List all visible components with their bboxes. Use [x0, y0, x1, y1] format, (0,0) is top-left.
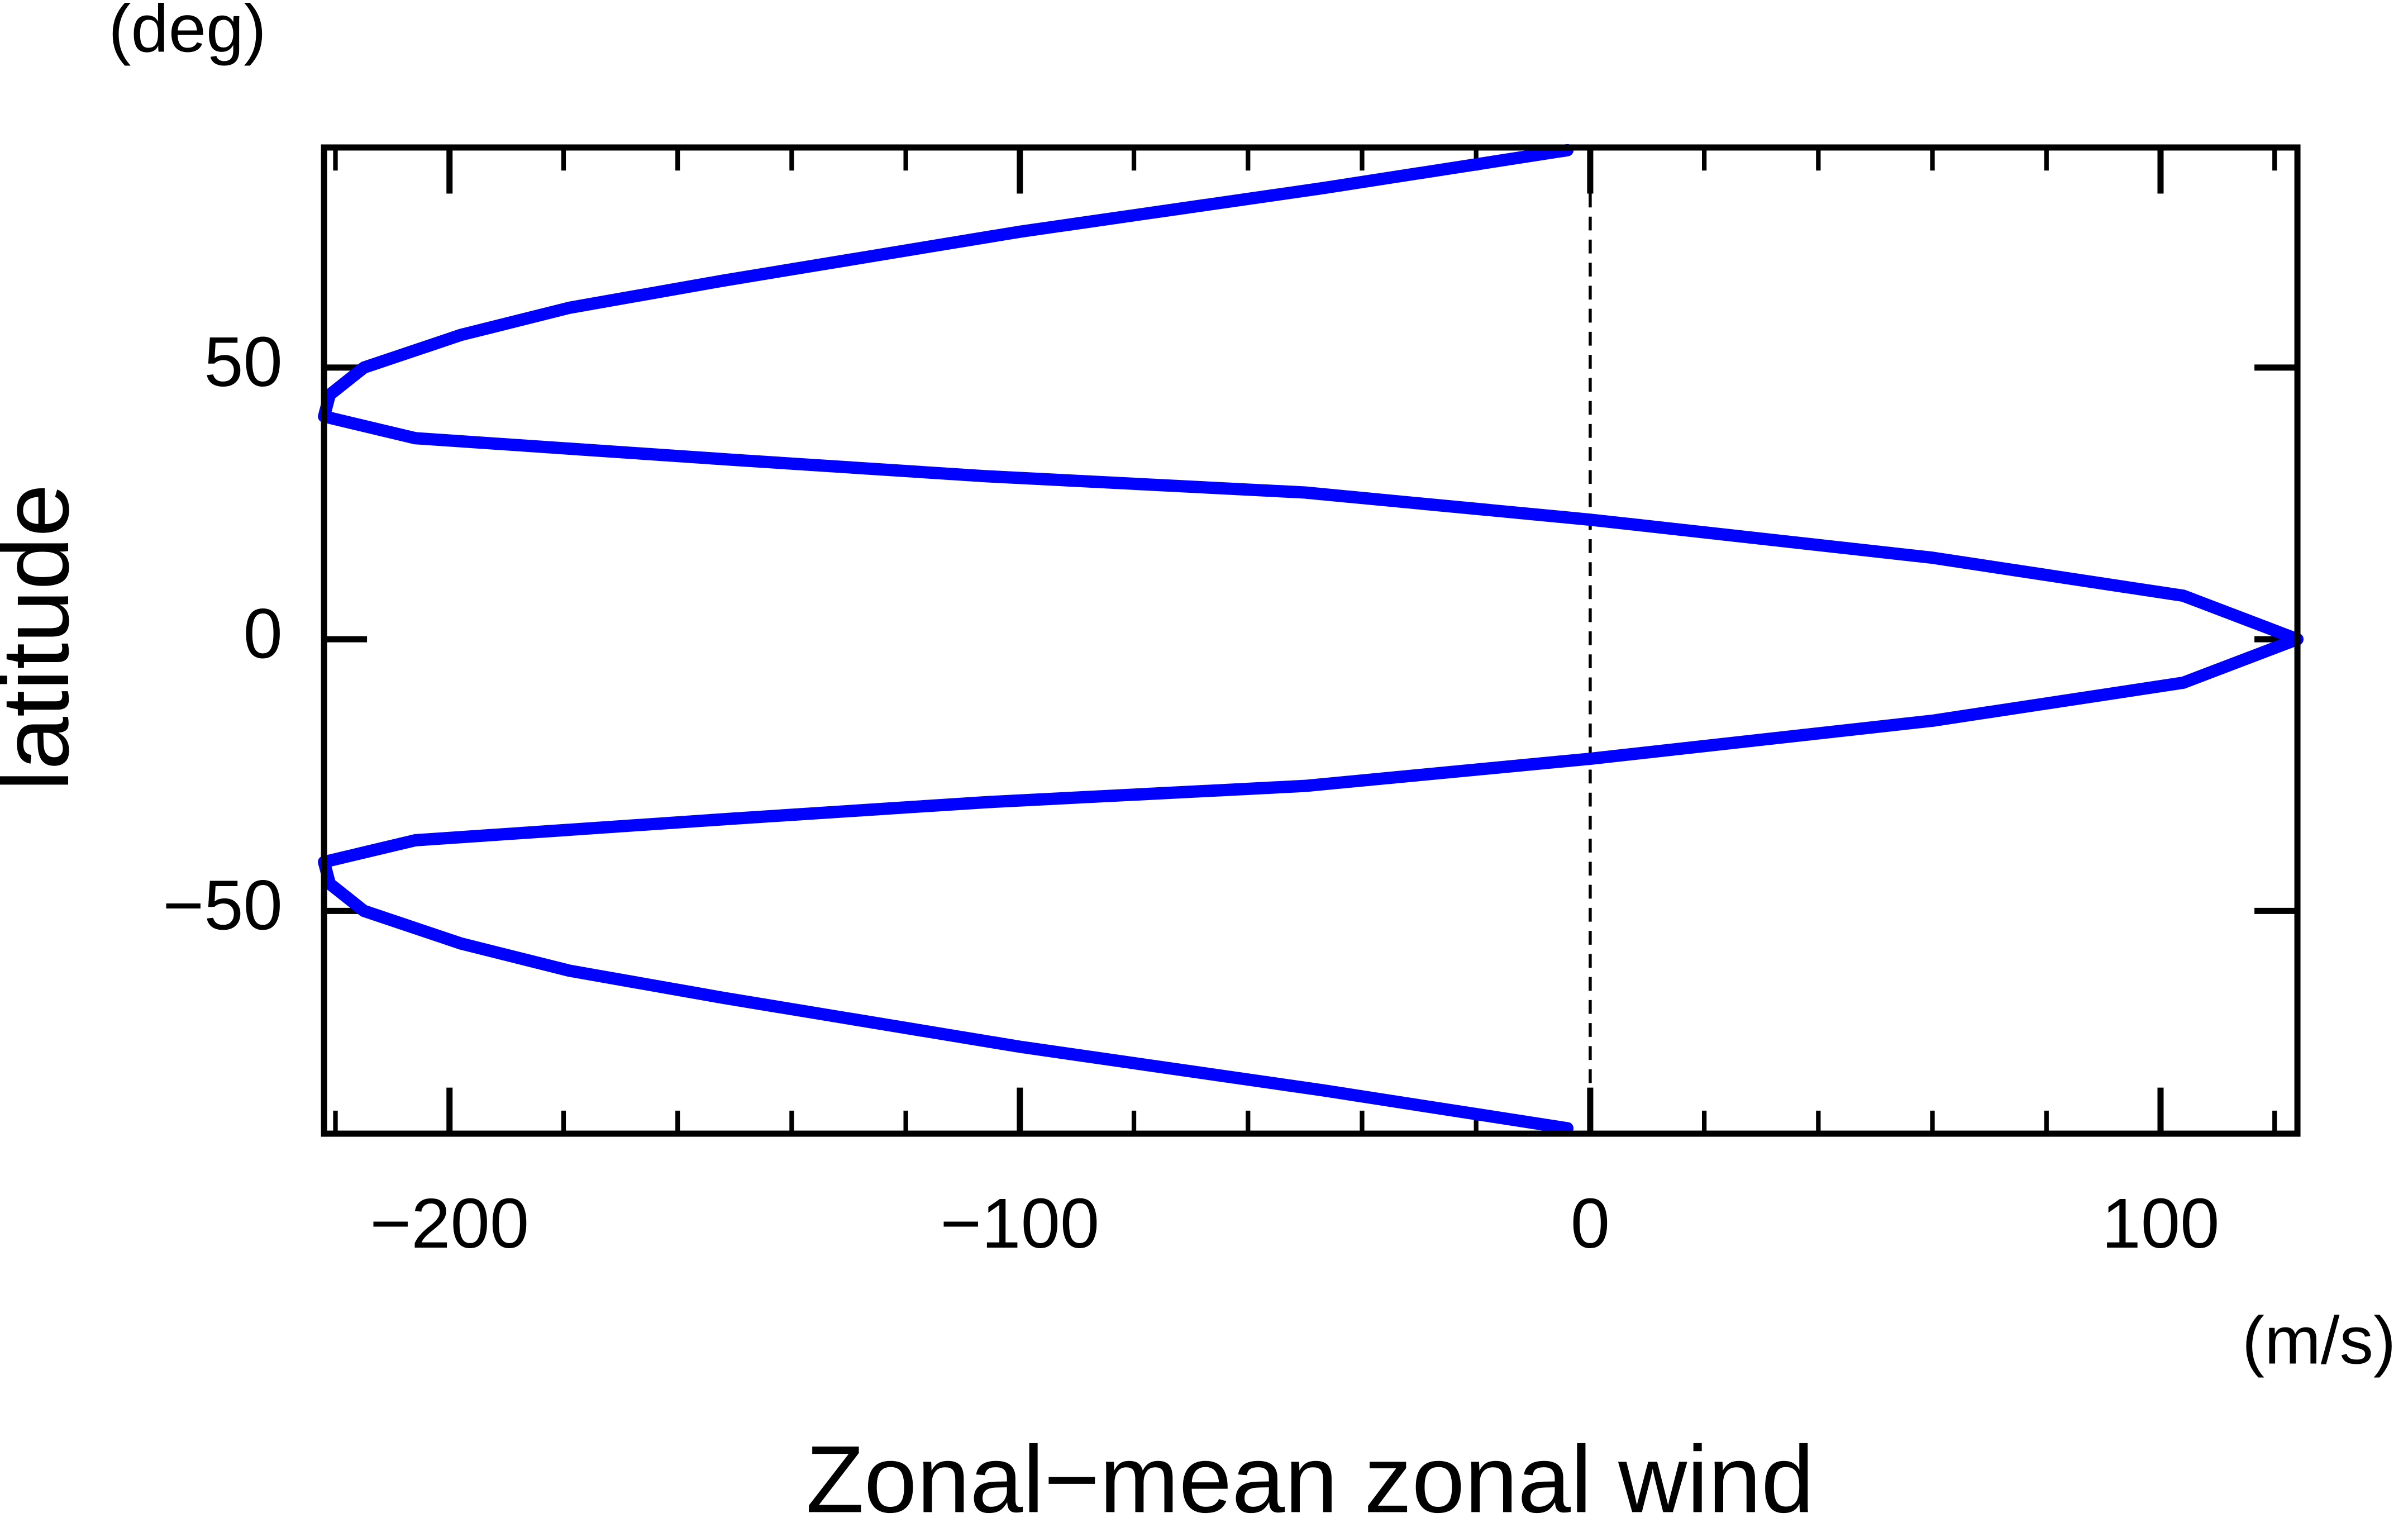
- y-axis-label: latitude: [0, 484, 89, 791]
- y-unit: (deg): [108, 0, 266, 66]
- x-tick-label: −100: [940, 1184, 1099, 1263]
- x-axis-label: Zonal−mean zonal wind: [806, 1426, 1814, 1532]
- x-tick-label: −200: [370, 1184, 529, 1263]
- x-tick-label: 0: [1571, 1184, 1610, 1263]
- y-tick-label: 50: [204, 322, 283, 401]
- x-unit: (m/s): [2242, 1302, 2396, 1378]
- y-tick-label: −50: [163, 866, 283, 945]
- plot-frame: [321, 144, 2301, 1137]
- wind-line: [318, 144, 2304, 1135]
- x-tick-label: 100: [2101, 1184, 2219, 1263]
- y-tick-label: 0: [244, 594, 283, 673]
